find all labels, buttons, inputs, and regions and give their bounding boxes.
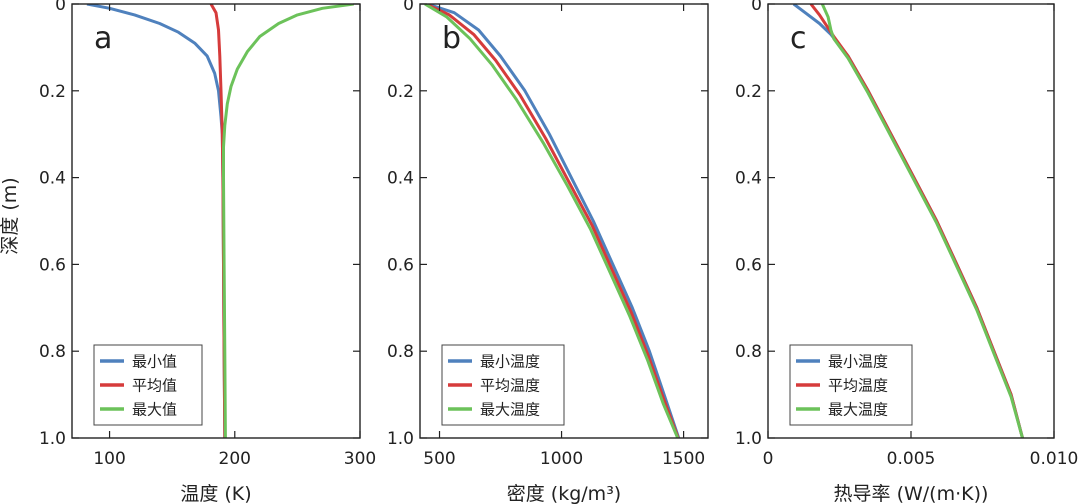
x-axis-label: 热导率 (W/(m·K)) bbox=[834, 483, 989, 504]
panel-a: 0 0.2 0.4 0.6 0.8 1.0 100 200 300 温度 (K) a 最小值平均值最大… bbox=[39, 0, 376, 504]
x-tick-label: 500 bbox=[423, 449, 455, 469]
y-tick-label: 0.4 bbox=[735, 169, 762, 189]
series-line-3 bbox=[222, 4, 354, 438]
y-tick-label: 1.0 bbox=[387, 429, 414, 449]
legend-entry: 最大温度 bbox=[480, 401, 540, 419]
y-tick-label: 0.8 bbox=[735, 342, 762, 362]
x-tick-label: 1500 bbox=[662, 449, 705, 469]
series-line-3 bbox=[424, 4, 680, 438]
y-tick-label: 0.6 bbox=[39, 255, 66, 275]
y-tick-label: 1.0 bbox=[735, 429, 762, 449]
x-axis-label: 温度 (K) bbox=[180, 483, 251, 504]
y-tick-label: 0.2 bbox=[735, 82, 762, 102]
y-tick-label: 0.2 bbox=[387, 82, 414, 102]
legend-entry: 最小值 bbox=[132, 353, 177, 371]
legend-entry: 平均温度 bbox=[480, 377, 540, 395]
x-tick-label: 1000 bbox=[540, 449, 583, 469]
series-line-2 bbox=[425, 4, 680, 438]
panel-letter: a bbox=[94, 21, 112, 56]
plot-frame bbox=[419, 3, 709, 439]
plot-frame bbox=[71, 3, 361, 439]
y-tick-label: 0 bbox=[751, 0, 762, 15]
series-line-1 bbox=[426, 4, 681, 438]
y-tick-label: 0.8 bbox=[39, 342, 66, 362]
panels: 0 0.2 0.4 0.6 0.8 1.0 100 200 300 温度 (K) a 最小值平均值最大… bbox=[39, 0, 1078, 504]
figure-y-axis-label: 深度 (m) bbox=[0, 177, 21, 254]
x-tick-label: 0.005 bbox=[887, 449, 936, 469]
x-tick-label: 100 bbox=[93, 449, 125, 469]
x-axis-label: 密度 (kg/m³) bbox=[507, 483, 621, 504]
x-tick-label: 0 bbox=[763, 449, 774, 469]
x-tick-label: 0.010 bbox=[1030, 449, 1079, 469]
y-tick-label: 0.4 bbox=[39, 169, 66, 189]
legend-entry: 最小温度 bbox=[480, 353, 540, 371]
panel-letter: c bbox=[790, 21, 807, 56]
y-tick-label: 0.8 bbox=[387, 342, 414, 362]
y-tick-label: 0 bbox=[403, 0, 414, 15]
legend-entry: 平均温度 bbox=[828, 377, 888, 395]
legend-entry: 最大值 bbox=[132, 401, 177, 419]
y-tick-label: 0.4 bbox=[387, 169, 414, 189]
series-line-3 bbox=[820, 4, 1024, 438]
legend-entry: 最大温度 bbox=[828, 401, 888, 419]
legend-entry: 最小温度 bbox=[828, 353, 888, 371]
y-tick-label: 0.6 bbox=[387, 255, 414, 275]
panel-b: 0 0.2 0.4 0.6 0.8 1.0 500 1000 1500 密度 (kg/m³) b 最小… bbox=[387, 0, 709, 504]
legend-entry: 平均值 bbox=[132, 377, 177, 395]
x-tick-label: 300 bbox=[344, 449, 376, 469]
x-tick-label: 200 bbox=[219, 449, 251, 469]
y-tick-label: 0 bbox=[55, 0, 66, 15]
y-tick-label: 1.0 bbox=[39, 429, 66, 449]
panel-letter: b bbox=[442, 21, 461, 56]
y-tick-label: 0.6 bbox=[735, 255, 762, 275]
y-tick-label: 0.2 bbox=[39, 82, 66, 102]
